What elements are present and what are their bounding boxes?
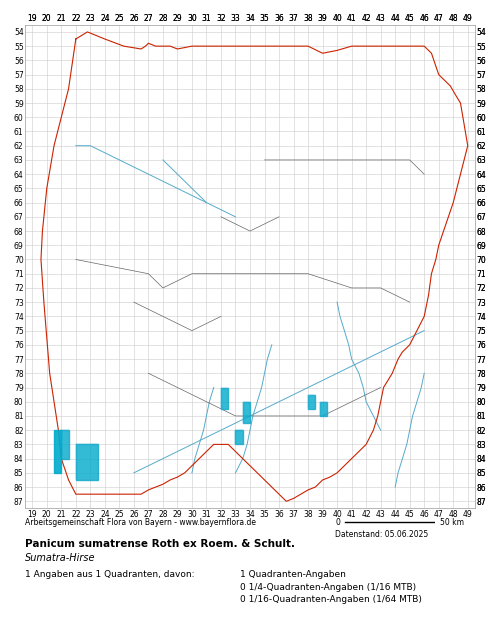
Polygon shape [320,402,327,416]
Text: 1 Quadranten-Angaben: 1 Quadranten-Angaben [240,570,346,580]
Polygon shape [76,445,98,480]
Text: 50 km: 50 km [440,518,464,527]
Polygon shape [62,430,68,459]
Polygon shape [221,388,228,409]
Text: Sumatra-Hirse: Sumatra-Hirse [25,553,96,563]
Text: 0 1/16-Quadranten-Angaben (1/64 MTB): 0 1/16-Quadranten-Angaben (1/64 MTB) [240,595,422,604]
Text: Datenstand: 05.06.2025: Datenstand: 05.06.2025 [335,530,428,539]
Text: 0 1/4-Quadranten-Angaben (1/16 MTB): 0 1/4-Quadranten-Angaben (1/16 MTB) [240,583,416,592]
Text: Arbeitsgemeinschaft Flora von Bayern - www.bayernflora.de: Arbeitsgemeinschaft Flora von Bayern - w… [25,518,256,527]
Polygon shape [308,394,316,409]
Polygon shape [54,430,62,473]
Text: 0: 0 [335,518,340,527]
Text: Panicum sumatrense Roth ex Roem. & Schult.: Panicum sumatrense Roth ex Roem. & Schul… [25,539,295,549]
Polygon shape [242,402,250,423]
Text: 1 Angaben aus 1 Quadranten, davon:: 1 Angaben aus 1 Quadranten, davon: [25,570,194,580]
Polygon shape [236,430,242,445]
